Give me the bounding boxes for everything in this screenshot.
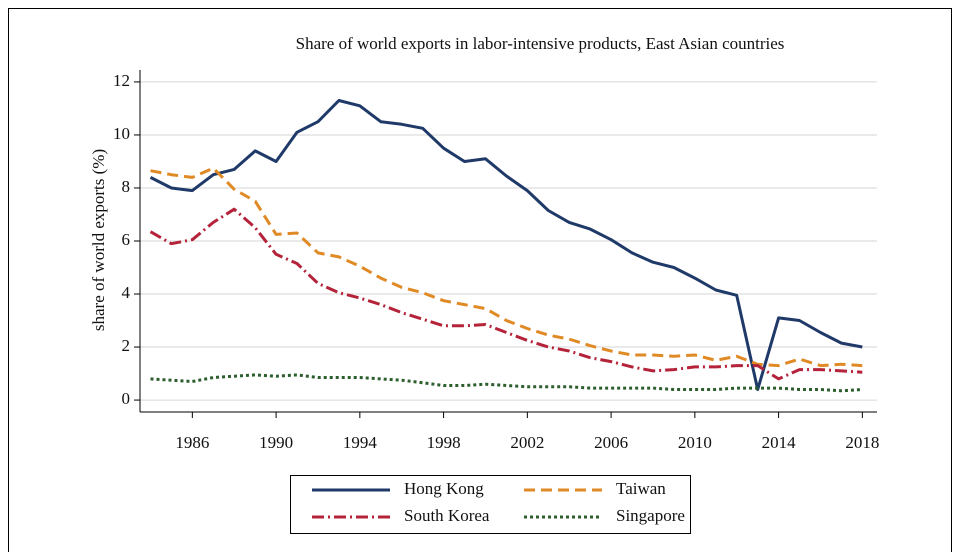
y-tick-label: 8 (122, 177, 131, 196)
x-tick-label: 2018 (845, 433, 879, 452)
x-tick-label: 1990 (259, 433, 293, 452)
series-line (149, 207, 863, 381)
series-line (150, 166, 863, 368)
frame (8, 8, 952, 552)
y-tick-label: 12 (113, 71, 130, 90)
legend-label: Hong Kong (404, 479, 484, 498)
y-tick-label: 6 (122, 230, 131, 249)
x-tick-label: 2002 (510, 433, 544, 452)
series-line (150, 373, 863, 393)
x-tick-label: 1994 (343, 433, 378, 452)
legend-label: Taiwan (616, 479, 666, 498)
y-tick-label: 0 (122, 389, 131, 408)
x-tick-label: 2010 (678, 433, 712, 452)
x-tick-label: 1998 (427, 433, 461, 452)
y-tick-label: 2 (122, 336, 131, 355)
x-tick-label: 2006 (594, 433, 628, 452)
y-tick-label: 4 (122, 283, 131, 302)
x-tick-label: 1986 (175, 433, 209, 452)
chart-title: Share of world exports in labor-intensiv… (296, 34, 785, 53)
legend-box (290, 475, 691, 534)
y-axis-title: share of world exports (%) (89, 149, 108, 331)
y-tick-label: 10 (113, 124, 130, 143)
legend-label: Singapore (616, 506, 685, 525)
legend-label: South Korea (404, 506, 490, 525)
series-line (149, 99, 863, 391)
x-tick-label: 2014 (762, 433, 797, 452)
